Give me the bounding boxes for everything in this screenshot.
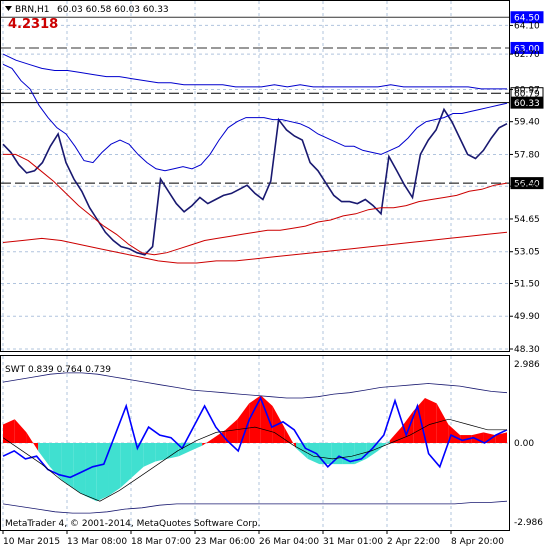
swt-panel-frame [0,355,510,531]
swt-histogram-segment [120,443,132,488]
swt-histogram-segment [249,395,261,443]
price-series-ma-red-slow [2,231,508,264]
swt-series-signal-blue [2,396,508,479]
level-badge-label: 63.00 [514,44,540,54]
time-tick-label: 8 Apr 20:00 [451,537,504,547]
swt-histogram-segment [225,419,238,443]
price-axis-labels: 64.10 62.70 60.97 59.40 57.80 56.25 54.65 53.05… [509,21,540,355]
swt-histogram-segment [178,443,191,457]
swt-histogram-segment [366,443,379,459]
swt-tick-label: -2.986 [514,518,543,528]
price-tick-label: 49.90 [514,312,540,322]
swt-histogram-segment [49,443,62,481]
price-series-ma-blue-fast [2,63,508,172]
swt-histogram-segment [307,443,320,465]
swt-histogram-segment [131,443,144,478]
time-axis-labels: 10 Mar 2015 13 Mar 08:00 18 Mar 07:00 23 Ma… [2,530,504,547]
level-badge [510,11,544,24]
swt-series-band-lower [2,500,508,514]
swt-histogram-segment [85,443,97,502]
swt-histogram-segment [483,432,496,443]
triangle-down-icon[interactable] [5,6,12,11]
level-badge-label: 60.79 [514,90,540,100]
time-tick-label: 10 Mar 2015 [3,537,60,547]
price-tick-label: 53.05 [514,248,540,258]
swt-histogram-segment [26,432,39,451]
swt-histogram-segment [155,443,168,462]
level-badge [510,41,544,54]
swt-histogram-segment [14,419,27,443]
swt-histogram-segment [73,443,86,496]
swt-histogram-segment [319,443,332,465]
price-series-ma-blue-slow [2,53,507,90]
price-panel-frame [0,0,510,352]
time-tick-label: 31 Mar 01:00 [323,537,383,547]
price-tick-label: 59.40 [514,118,540,128]
price-grid [1,1,509,351]
swt-panel-title: SWT 0.839 0.764 0.739 [5,365,111,375]
time-tick-label: 13 Mar 08:00 [67,537,127,547]
swt-tick-label: 2.986 [514,360,540,370]
price-series-price [2,107,508,256]
swt-histogram-segment [96,443,109,502]
copyright-text: MetaTrader 4, © 2001-2014, MetaQuotes So… [5,519,261,529]
price-tick-label: 60.97 [514,86,540,96]
swt-histogram-segment [284,427,297,449]
price-tick-label: 62.70 [514,50,540,60]
swt-histogram-segment [143,443,156,467]
swt-histogram-segment [424,398,437,443]
time-tick-label: 26 Mar 04:00 [259,537,319,547]
time-tick-label: 2 Apr 22:00 [387,537,440,547]
swt-series-signal-thin [2,418,507,502]
time-tick-label: 18 Mar 07:00 [131,537,191,547]
ohlc-values: 60.03 60.58 60.03 60.33 [57,5,169,15]
price-tick-label: 51.50 [514,279,540,289]
time-tick-label: 23 Mar 06:00 [195,537,255,547]
swt-histogram-segment [436,403,449,443]
level-badge-label: 56.40 [514,180,540,190]
price-lines [2,53,508,264]
swt-histogram-segment [237,403,250,443]
level-badge [510,96,544,109]
swt-histogram-segment [167,443,179,459]
level-badge [510,177,544,190]
level-badge-label: 60.33 [514,99,540,109]
swt-lines [2,372,508,514]
indicator-value: 4.2318 [8,17,58,32]
swt-histogram-segment [495,432,507,443]
swt-histogram [3,395,507,502]
swt-histogram-segment [108,443,121,496]
price-tick-label: 48.30 [514,345,540,355]
price-tick-label: 64.10 [514,21,540,31]
chart-header: BRN,H1 60.03 60.58 60.03 60.33 4.2318 [5,5,169,32]
swt-histogram-segment [213,429,226,443]
swt-tick-label: 0.00 [514,439,534,449]
price-tick-label: 56.25 [514,182,540,192]
price-series-ma-red-fast [3,153,508,256]
swt-series-band-upper [2,372,508,399]
swt-histogram-segment [38,443,50,467]
swt-histogram-segment [202,437,214,446]
symbol-label: BRN,H1 [15,5,50,15]
level-badge-label: 64.50 [514,14,540,24]
swt-histogram-segment [190,443,203,451]
price-tick-label: 54.65 [514,215,540,225]
swt-axis-labels: 2.986 0.00 -2.986 [514,360,543,528]
swt-histogram-segment [389,427,402,443]
swt-histogram-segment [378,440,390,451]
swt-histogram-segment [3,419,15,443]
price-tick-label: 57.80 [514,150,540,160]
